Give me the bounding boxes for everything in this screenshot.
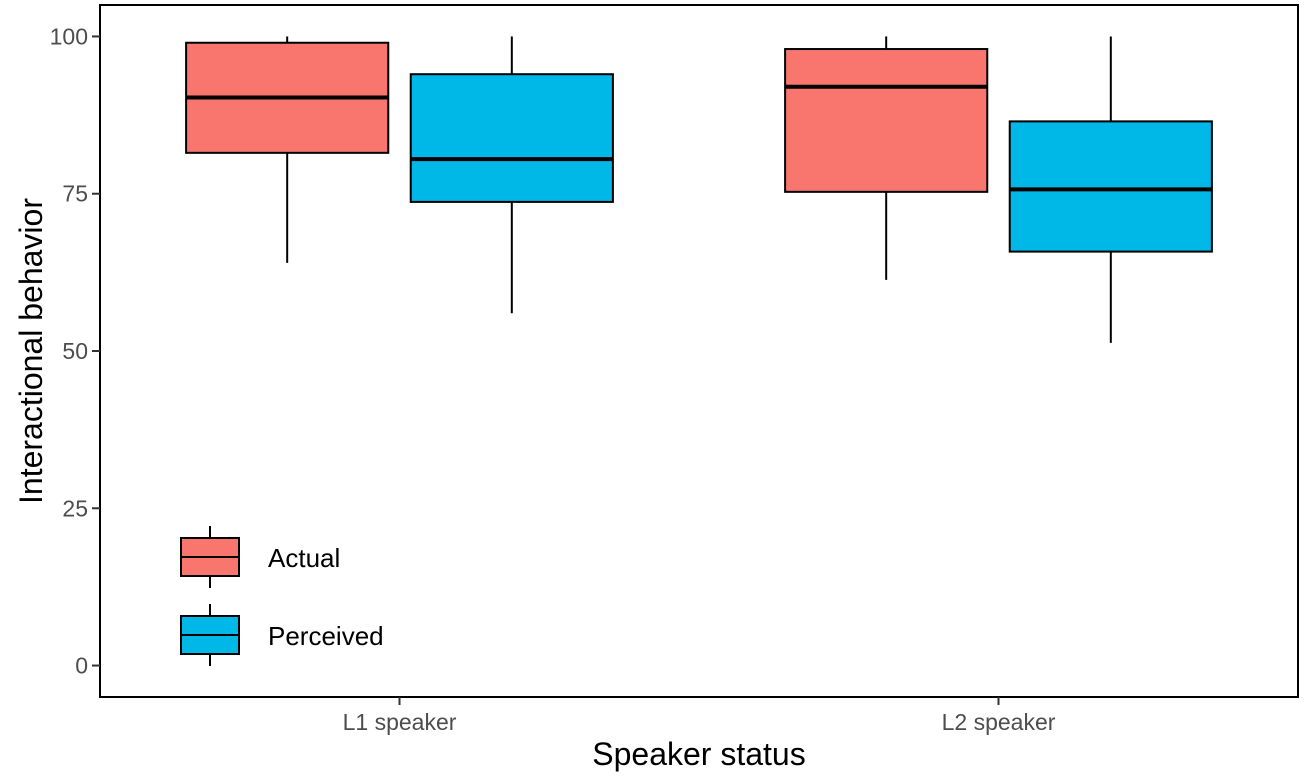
box-perceived-l2-speaker (1008, 36, 1213, 343)
y-tick-label: 50 (62, 338, 88, 364)
legend-item-perceived: Perceived (180, 604, 384, 666)
box-actual-l1-speaker (185, 36, 390, 263)
y-axis: 0 25 50 75 100 (50, 23, 100, 679)
box-actual-l2-speaker (784, 36, 989, 280)
x-tick-label: L2 speaker (942, 709, 1056, 735)
x-tick-label: L1 speaker (343, 709, 457, 735)
boxes-layer (185, 36, 1213, 343)
y-axis-title: Interactional behavior (13, 198, 49, 504)
legend-item-actual: Actual (180, 526, 340, 588)
x-axis: L1 speaker L2 speaker (343, 697, 1056, 735)
legend-label: Actual (268, 543, 340, 573)
box-body (409, 73, 614, 203)
legend: Actual Perceived (180, 526, 384, 666)
x-axis-title: Speaker status (592, 736, 805, 772)
y-tick-label: 25 (62, 495, 88, 521)
box-perceived-l1-speaker (409, 36, 614, 314)
y-tick-label: 100 (50, 23, 88, 49)
box-body (1008, 120, 1213, 253)
y-tick-label: 75 (62, 181, 88, 207)
legend-label: Perceived (268, 621, 384, 651)
box-body (784, 48, 989, 193)
y-tick-label: 0 (75, 653, 88, 679)
